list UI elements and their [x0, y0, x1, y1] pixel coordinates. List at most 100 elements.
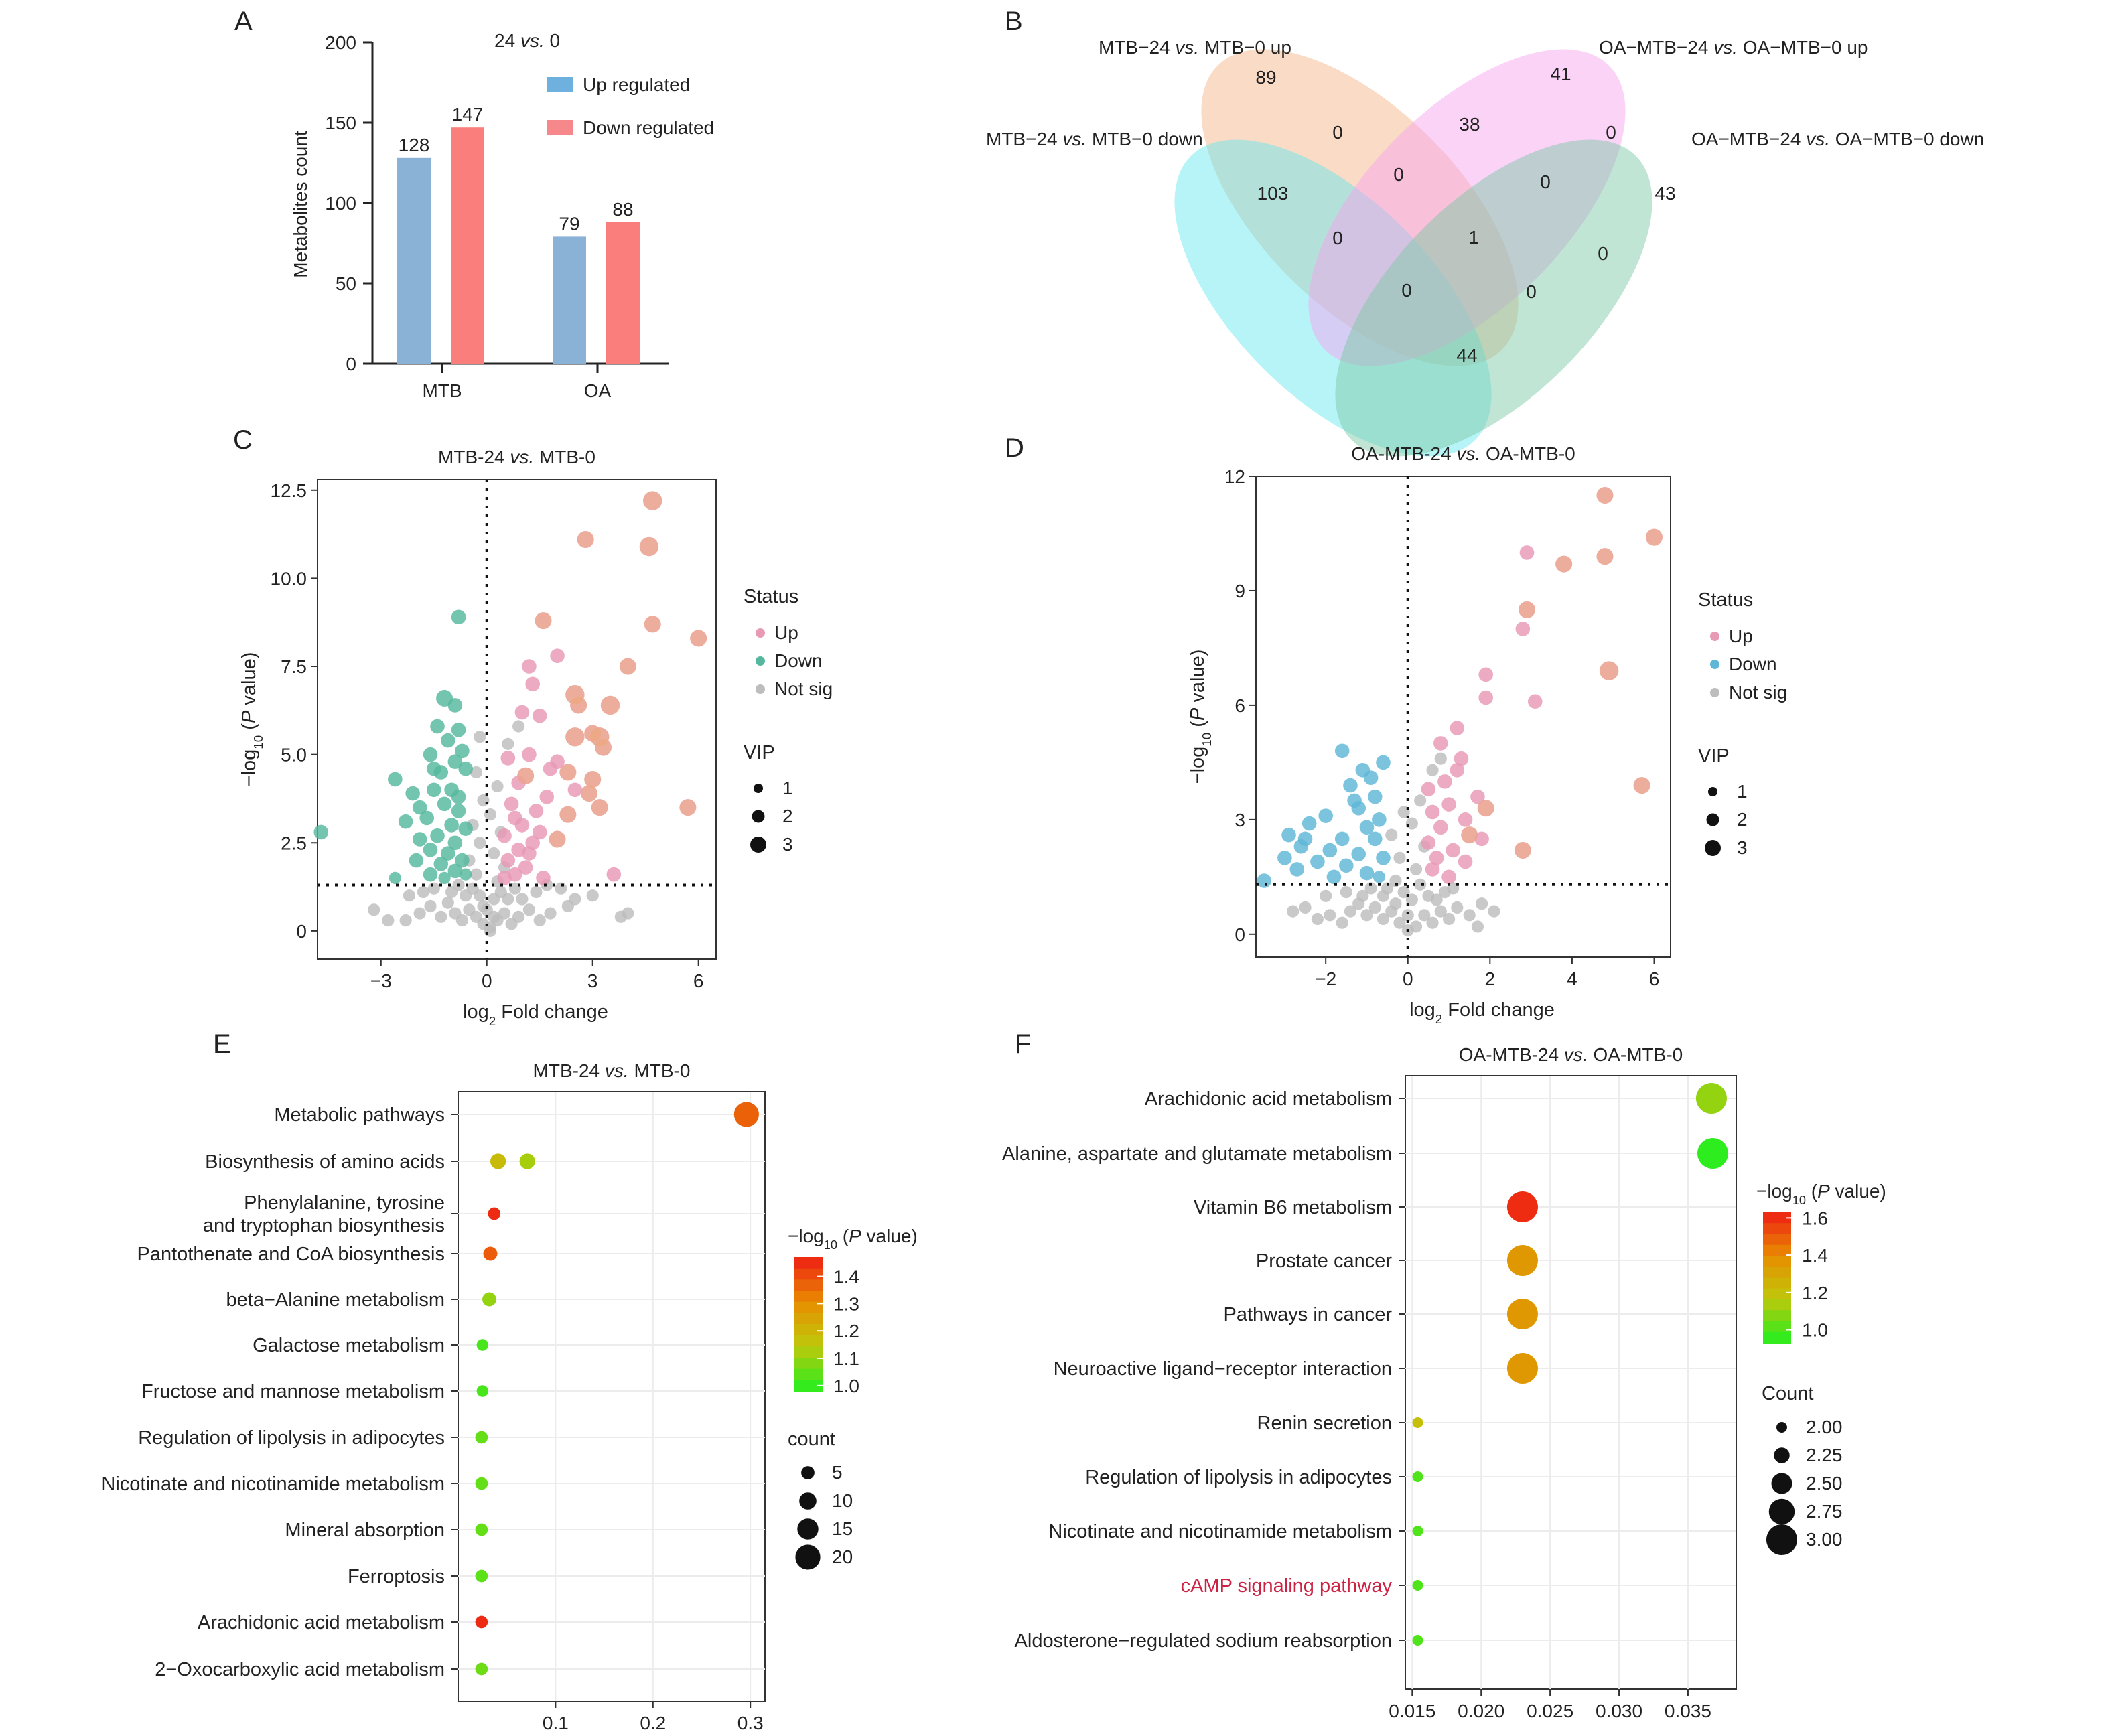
pathway-point	[475, 1662, 488, 1676]
pathway-label: Nicotinate and nicotinamide metabolism	[101, 1473, 445, 1495]
point-not-sig	[1287, 905, 1299, 918]
point-up	[619, 658, 636, 675]
pathway-label: Pathways in cancer	[1224, 1304, 1393, 1325]
x-tick-label: 0.1	[543, 1713, 569, 1733]
venn-count: 0	[1332, 122, 1343, 143]
point-down	[1318, 808, 1333, 823]
point-up-high-vip	[1555, 555, 1573, 573]
point-not-sig	[417, 885, 430, 899]
point-not-sig	[435, 910, 447, 923]
panel-letter-f: F	[1015, 1029, 1031, 1059]
point-not-sig	[586, 889, 599, 902]
point-down	[1343, 778, 1358, 793]
point-down	[1310, 854, 1325, 869]
point-down	[1373, 871, 1385, 883]
label-part: OA−MTB−24	[1599, 37, 1713, 58]
point-down	[398, 814, 413, 829]
legend-label: Not sig	[774, 678, 833, 699]
point-up	[559, 764, 577, 781]
legend-dot	[756, 656, 765, 666]
plot-frame	[458, 1091, 766, 1702]
label-part: OA−MTB−24	[1691, 129, 1806, 149]
label-part: P	[1817, 1181, 1830, 1202]
label-part: MTB−0 up	[1199, 37, 1291, 58]
point-not-sig	[1299, 901, 1312, 914]
point-not-sig	[484, 924, 497, 937]
point-not-sig	[1389, 897, 1402, 910]
point-up	[500, 751, 516, 766]
point-up-high-vip	[595, 739, 612, 756]
point-up-high-vip	[1596, 486, 1614, 504]
legend-label: 1	[782, 778, 793, 798]
point-down	[423, 842, 438, 857]
pathway-label: Regulation of lipolysis in adipocytes	[1085, 1467, 1392, 1488]
pathway-point	[1506, 1299, 1538, 1329]
label-part: −log	[788, 1226, 824, 1246]
pathway-label: Ferroptosis	[348, 1566, 445, 1587]
pathway-label: Aldosterone−regulated sodium reabsorptio…	[1015, 1630, 1392, 1652]
point-not-sig	[1364, 882, 1377, 895]
bar	[606, 222, 640, 364]
x-tick-label: −2	[1315, 968, 1336, 989]
venn-set-label: MTB−24 vs. MTB−0 up	[1099, 37, 1291, 58]
plot-frame	[1405, 1075, 1737, 1690]
point-up-high-vip	[590, 727, 610, 747]
colorbar-segment	[794, 1257, 823, 1269]
point-down	[1367, 789, 1383, 804]
point-up	[1458, 854, 1473, 869]
label-part: 24	[494, 30, 520, 51]
legend-label: Down regulated	[583, 117, 714, 138]
colorbar-segment	[1763, 1244, 1791, 1256]
y-tick-label: 5.0	[281, 745, 307, 766]
legend-label: 2	[1737, 809, 1748, 830]
legend-label: 10	[832, 1490, 853, 1511]
point-up	[1421, 835, 1436, 850]
legend-label: 1.1	[833, 1348, 859, 1369]
label-part: Fold change	[1442, 999, 1555, 1021]
legend-title: VIP	[744, 742, 775, 764]
legend-title: Count	[1762, 1383, 1813, 1404]
label-part: vs.	[1456, 443, 1480, 464]
venn-count: 0	[1540, 171, 1551, 192]
legend-dot	[756, 684, 765, 694]
point-up-high-vip	[570, 697, 587, 714]
point-up	[532, 824, 547, 840]
pathway-label: Pantothenate and CoA biosynthesis	[137, 1244, 445, 1265]
x-tick-label: 6	[1649, 968, 1660, 989]
colorbar-segment	[1763, 1310, 1791, 1322]
label-part: vs.	[605, 1060, 629, 1081]
point-up	[1454, 751, 1469, 766]
point-up	[514, 705, 530, 720]
x-axis-title: log2 Fold change	[463, 1001, 608, 1028]
point-up	[522, 747, 537, 762]
point-not-sig	[1475, 897, 1488, 910]
point-down	[1334, 743, 1350, 759]
point-up	[1433, 820, 1448, 835]
venn-set-label: OA−MTB−24 vs. OA−MTB−0 up	[1599, 37, 1868, 58]
legend-size-dot	[1766, 1524, 1797, 1555]
point-not-sig	[382, 914, 395, 927]
point-down	[1367, 831, 1383, 847]
venn-set-label: MTB−24 vs. MTB−0 down	[986, 129, 1203, 149]
label-part: OA−MTB−0 up	[1738, 37, 1868, 58]
label-part: MTB−24	[1099, 37, 1175, 58]
pathway-point	[733, 1102, 759, 1127]
label-part: P	[1187, 707, 1208, 721]
point-not-sig	[1389, 874, 1402, 887]
point-not-sig	[368, 903, 380, 916]
point-not-sig	[474, 837, 486, 849]
point-not-sig	[1393, 916, 1406, 929]
point-up	[570, 697, 587, 714]
legend-title: count	[788, 1429, 835, 1450]
colorbar-segment	[1763, 1223, 1791, 1235]
pathway-label: Biosynthesis of amino acids	[205, 1151, 445, 1173]
colorbar-segment	[794, 1358, 823, 1370]
y-tick-label: 0	[1235, 924, 1245, 945]
legend-swatch	[547, 77, 573, 92]
point-not-sig	[427, 882, 440, 895]
point-down	[1347, 793, 1362, 808]
point-up	[1474, 831, 1489, 847]
legend-dot	[1710, 632, 1719, 641]
gridlines	[458, 1092, 765, 1701]
point-up	[690, 630, 707, 647]
